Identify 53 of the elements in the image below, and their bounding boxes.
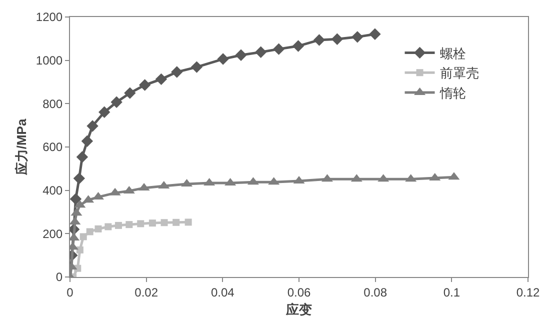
point <box>369 28 381 40</box>
point <box>104 223 112 230</box>
point <box>331 33 344 45</box>
y-tick-label: 1000 <box>36 54 63 68</box>
point <box>254 46 267 58</box>
point <box>272 43 285 55</box>
point <box>171 66 183 78</box>
x-tick-label: 0.04 <box>210 285 235 300</box>
x-tick-label: 0 <box>66 285 74 300</box>
x-tick-label: 0.08 <box>364 285 388 300</box>
y-tick-label: 400 <box>42 184 63 198</box>
x-axis-title: 应变 <box>285 302 312 317</box>
point <box>184 218 192 226</box>
point <box>70 193 82 205</box>
point <box>80 233 87 240</box>
point <box>292 40 304 52</box>
y-tick-label: 1200 <box>36 10 63 24</box>
point <box>352 31 364 43</box>
point <box>110 96 122 108</box>
point <box>124 87 136 99</box>
point <box>94 225 102 232</box>
y-axis-title: 应力/MPa <box>14 118 29 176</box>
x-tick-label: 0.06 <box>287 285 311 300</box>
point <box>73 172 86 184</box>
point <box>190 61 203 73</box>
point <box>98 106 110 118</box>
legend-label: 惰轮 <box>438 86 466 101</box>
point <box>313 34 326 46</box>
point <box>76 151 88 163</box>
point <box>138 79 151 91</box>
legend-label: 螺栓 <box>440 46 466 61</box>
point <box>76 246 84 254</box>
point <box>70 216 81 224</box>
x-tick-label: 0.02 <box>134 285 158 300</box>
y-tick-label: 600 <box>42 140 63 154</box>
point <box>155 73 168 86</box>
point <box>148 220 156 227</box>
point <box>235 49 247 61</box>
point <box>172 218 180 226</box>
y-tick-label: 800 <box>42 96 63 111</box>
point <box>86 120 98 132</box>
point <box>217 53 229 65</box>
point <box>114 222 122 229</box>
x-tick-label: 0.12 <box>516 285 540 300</box>
y-tick-label: 200 <box>42 226 63 241</box>
legend-label: 前罩壳 <box>440 66 479 81</box>
point <box>81 135 94 147</box>
point <box>137 220 144 228</box>
x-tick-label: 0.1 <box>443 285 460 300</box>
point <box>126 221 133 228</box>
point <box>160 219 168 226</box>
y-tick-label: 0 <box>56 270 63 284</box>
point <box>86 228 94 236</box>
